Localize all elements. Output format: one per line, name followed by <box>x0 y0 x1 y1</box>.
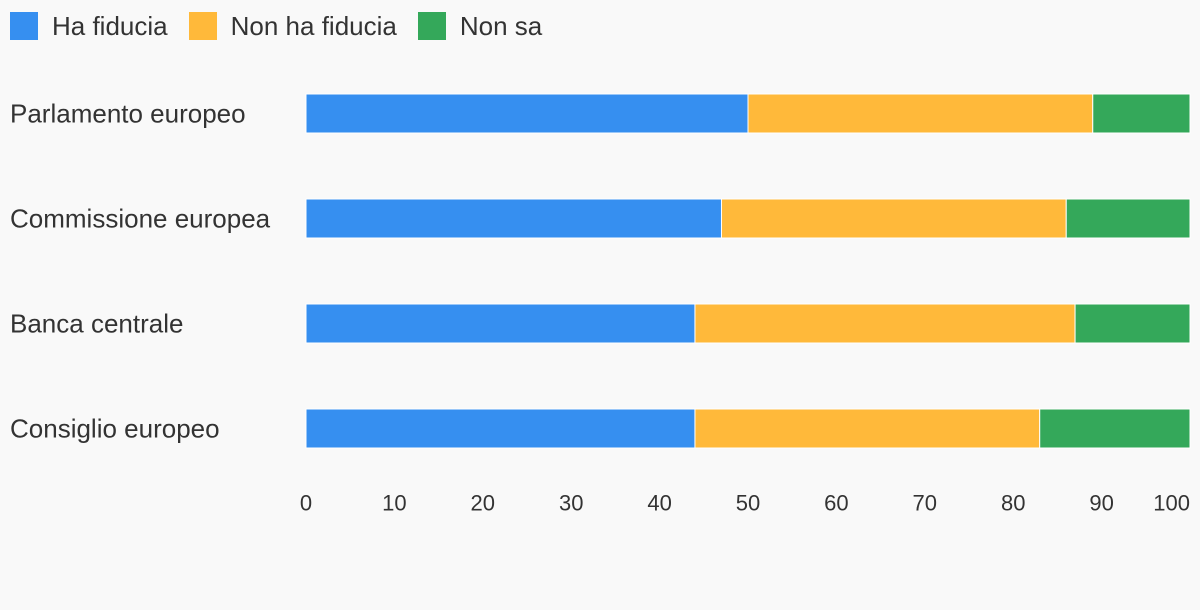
x-tick-label-70: 70 <box>913 491 937 516</box>
x-tick-label-0: 0 <box>300 491 312 516</box>
legend-item-non-ha-fiducia[interactable]: Non ha fiducia <box>188 10 397 42</box>
legend-swatch-non-sa <box>417 12 446 40</box>
x-tick-label-10: 10 <box>382 491 406 516</box>
x-axis-ticks: 0 10 20 30 40 50 60 70 80 90 100 <box>300 491 1190 516</box>
legend-item-ha-fiducia[interactable]: Ha fiducia <box>10 11 168 42</box>
legend: Ha fiducia Non ha fiducia Non sa <box>10 8 563 44</box>
bar-banca-centrale-ha-fiducia[interactable] <box>305 303 696 344</box>
bar-banca-centrale-non-sa[interactable] <box>1074 303 1191 344</box>
legend-swatch-non-ha-fiducia <box>188 12 217 40</box>
x-tick-label-90: 90 <box>1089 491 1113 516</box>
bar-commissione-europea-non-ha-fiducia[interactable] <box>720 198 1067 239</box>
category-label-commissione-europea: Commissione europea <box>10 204 271 234</box>
bar-consiglio-europeo-ha-fiducia[interactable] <box>305 408 696 449</box>
bar-consiglio-europeo-non-ha-fiducia[interactable] <box>694 408 1041 449</box>
category-label-consiglio-europeo: Consiglio europeo <box>10 414 220 444</box>
bar-commissione-europea-non-sa[interactable] <box>1065 198 1191 239</box>
category-labels: Parlamento europeo Commissione europea Ban… <box>10 99 271 444</box>
x-tick-label-80: 80 <box>1001 491 1025 516</box>
x-tick-label-30: 30 <box>559 491 583 516</box>
x-tick-label-40: 40 <box>647 491 671 516</box>
bar-parlamento-europeo-non-sa[interactable] <box>1092 93 1191 134</box>
category-label-parlamento-europeo: Parlamento europeo <box>10 99 246 129</box>
category-label-banca-centrale: Banca centrale <box>10 309 183 339</box>
bar-banca-centrale-non-ha-fiducia[interactable] <box>694 303 1076 344</box>
legend-label-non-sa: Non sa <box>459 10 543 41</box>
bar-consiglio-europeo-non-sa[interactable] <box>1039 408 1191 449</box>
legend-label-ha-fiducia: Ha fiducia <box>52 10 168 41</box>
bar-parlamento-europeo-ha-fiducia[interactable] <box>305 93 749 134</box>
x-tick-label-20: 20 <box>471 491 495 516</box>
x-tick-label-100: 100 <box>1153 491 1190 516</box>
legend-item-non-sa[interactable]: Non sa <box>417 10 543 42</box>
bar-commissione-europea-ha-fiducia[interactable] <box>305 198 722 239</box>
x-tick-label-50: 50 <box>736 491 760 516</box>
legend-label-non-ha-fiducia: Non ha fiducia <box>230 10 397 41</box>
legend-swatch-ha-fiducia <box>10 12 38 40</box>
x-tick-label-60: 60 <box>824 491 848 516</box>
bars <box>305 93 1191 449</box>
bar-parlamento-europeo-non-ha-fiducia[interactable] <box>747 93 1094 134</box>
